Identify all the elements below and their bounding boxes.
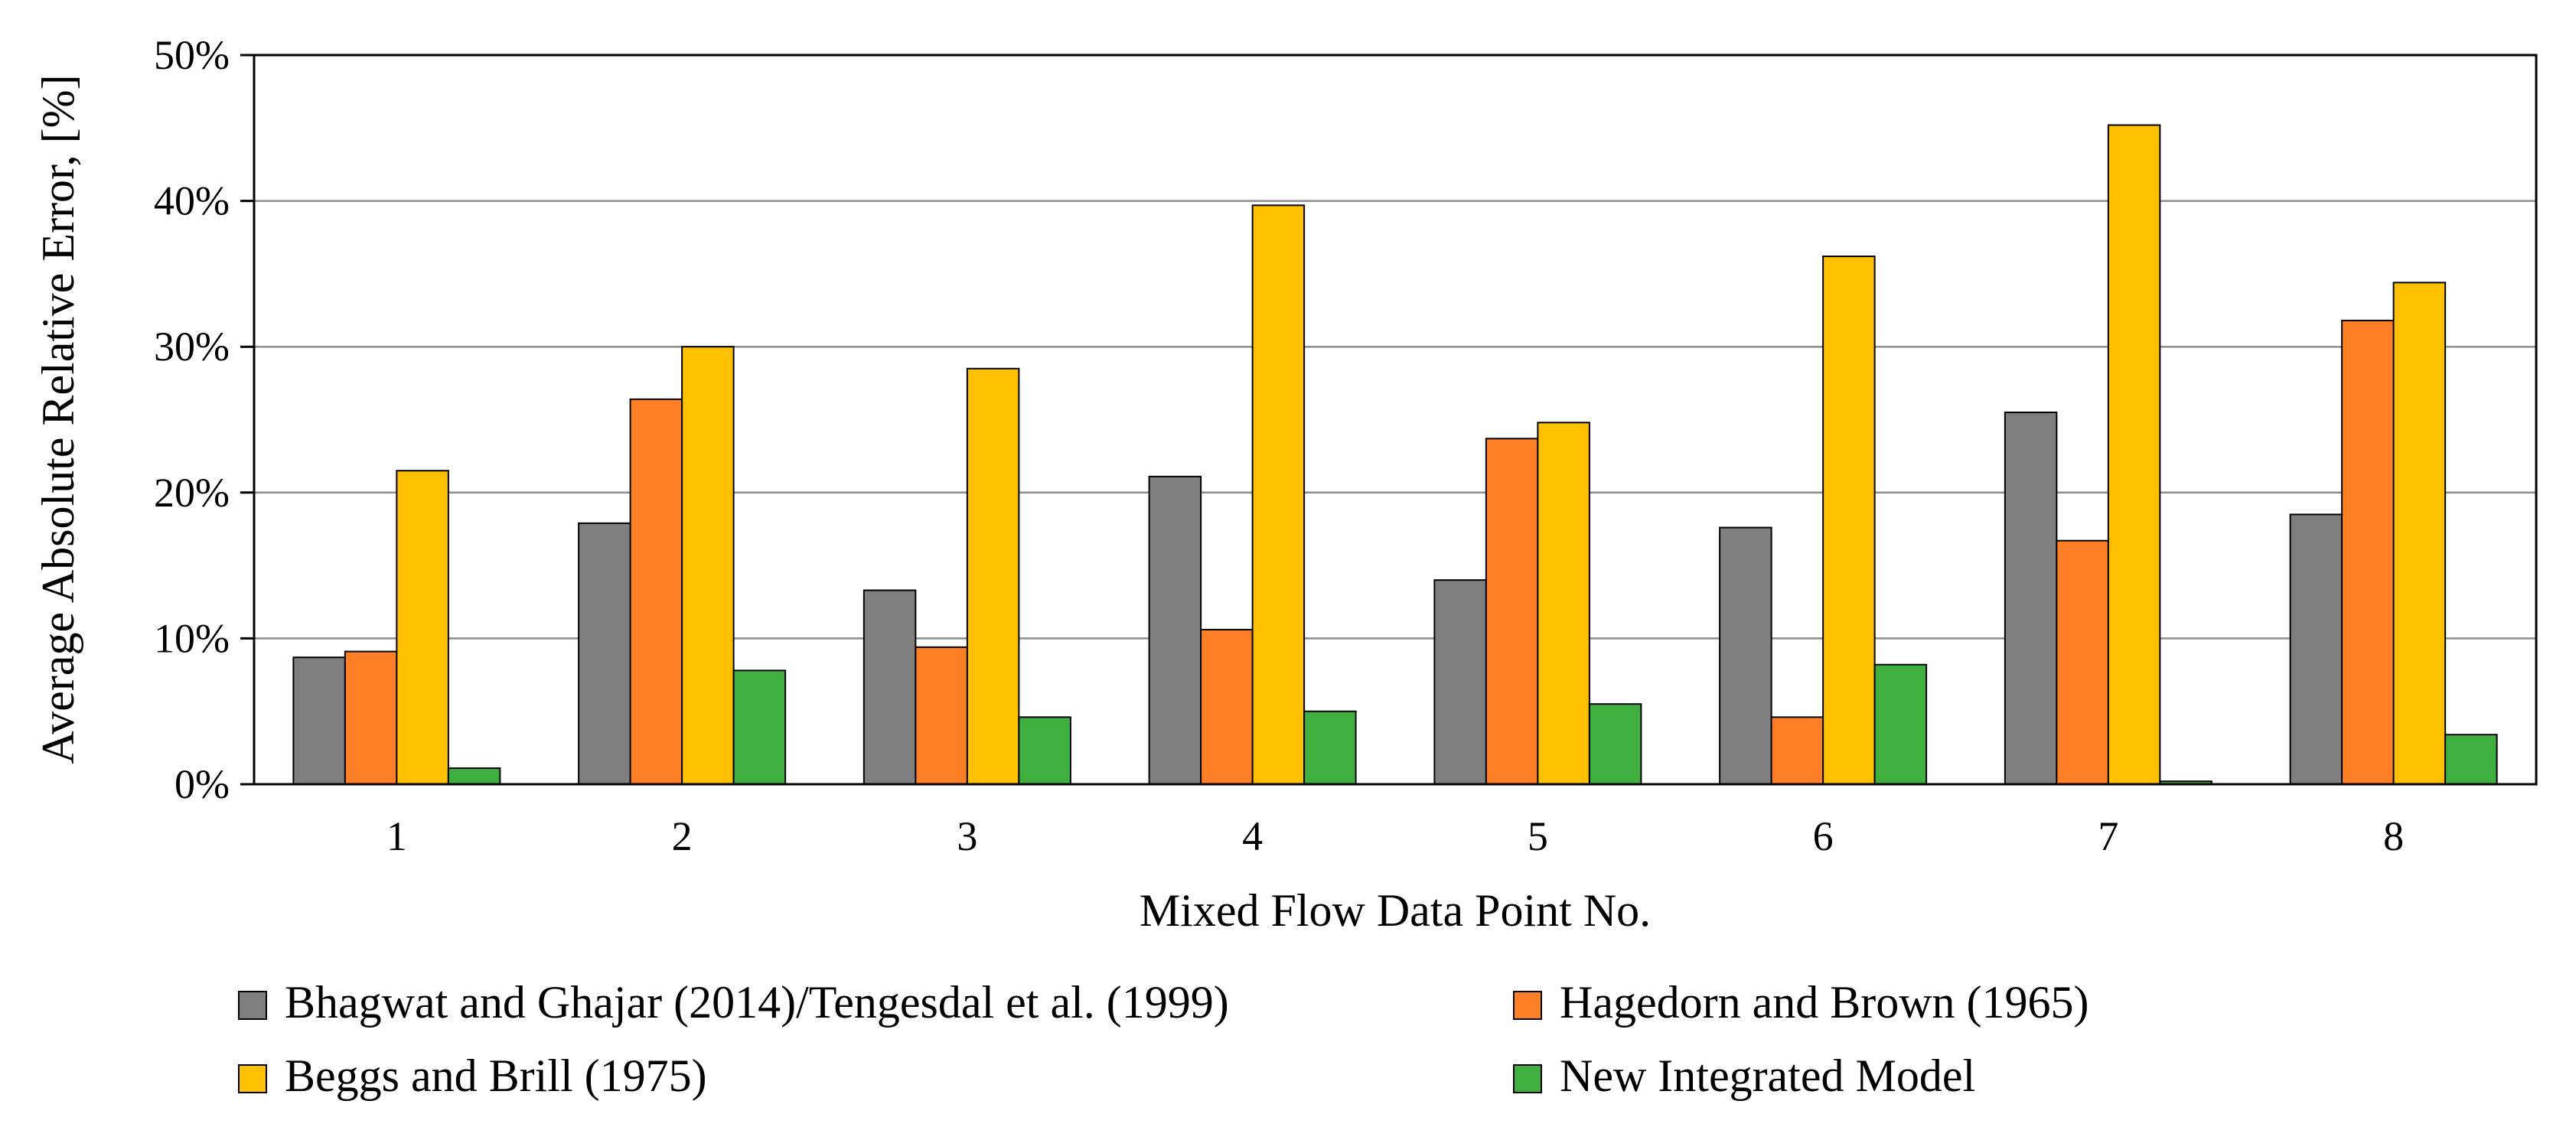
legend-swatch-4 [1513,1064,1542,1093]
bar-4-cat-3 [1018,716,1071,785]
x-tick-label: 2 [672,813,693,859]
x-axis-ticks: 1 2 3 4 5 6 7 8 [386,813,2404,859]
bar-1-cat-6 [1719,526,1772,785]
bar-2-cat-4 [1200,628,1254,785]
y-tick-label: 30% [154,324,230,370]
bar-2-cat-7 [2056,539,2109,785]
y-tick-label: 10% [154,615,230,661]
x-axis-title: Mixed Flow Data Point No. [1140,885,1651,936]
x-tick-label: 6 [1813,813,1834,859]
bars [292,124,2498,786]
legend-swatch-2 [1513,991,1542,1020]
x-tick-label: 8 [2383,813,2404,859]
bar-3-cat-6 [1822,256,1876,785]
legend-label-2: Hagedorn and Brown (1965) [1560,977,2089,1028]
y-tick-label: 40% [154,178,230,224]
y-axis-ticks: 0% 10% 20% 30% 40% 50% [154,32,254,807]
bar-3-cat-8 [2392,282,2447,785]
bar-3-cat-4 [1251,204,1306,785]
y-tick-label: 50% [154,32,230,78]
x-tick-label: 1 [386,813,407,859]
y-tick-label: 20% [154,470,230,516]
bar-3-cat-1 [396,470,449,786]
plot-area-frame [253,54,2538,786]
bar-1-cat-5 [1433,579,1487,785]
y-tick-label: 0% [174,761,230,807]
bar-1-cat-1 [292,656,346,785]
bar-4-cat-8 [2444,734,2498,785]
bar-1-cat-2 [578,522,631,785]
legend-swatch-3 [238,1064,267,1093]
bar-2-cat-6 [1770,716,1824,785]
bar-2-cat-3 [915,646,968,785]
bar-2-cat-2 [629,398,683,785]
legend-label-1: Bhagwat and Ghajar (2014)/Tengesdal et a… [285,977,1229,1028]
bar-4-cat-1 [447,767,501,785]
bar-2-cat-8 [2341,319,2395,785]
bar-1-cat-4 [1148,475,1202,785]
bar-2-cat-1 [344,650,398,786]
legend: Bhagwat and Ghajar (2014)/Tengesdal et a… [238,977,2089,1101]
x-tick-label: 4 [1242,813,1263,859]
bar-1-cat-7 [2004,411,2058,785]
bar-3-cat-3 [966,367,1020,786]
bar-3-cat-7 [2107,124,2161,786]
x-tick-label: 5 [1528,813,1548,859]
bar-1-cat-3 [862,589,917,786]
x-tick-label: 7 [2098,813,2118,859]
legend-label-3: Beggs and Brill (1975) [285,1050,707,1101]
bar-4-cat-6 [1873,663,1928,786]
bar-4-cat-2 [732,669,787,785]
legend-label-4: New Integrated Model [1560,1050,1975,1101]
bar-1-cat-8 [2289,513,2343,785]
bar-4-cat-4 [1303,710,1357,786]
legend-swatch-1 [238,991,267,1020]
bar-2-cat-5 [1485,438,1539,785]
x-tick-label: 3 [957,813,977,859]
bar-3-cat-2 [681,346,735,785]
bar-3-cat-5 [1537,422,1590,785]
y-axis-title: Average Absolute Relative Error, [%] [33,74,83,764]
bar-4-cat-5 [1588,703,1642,785]
